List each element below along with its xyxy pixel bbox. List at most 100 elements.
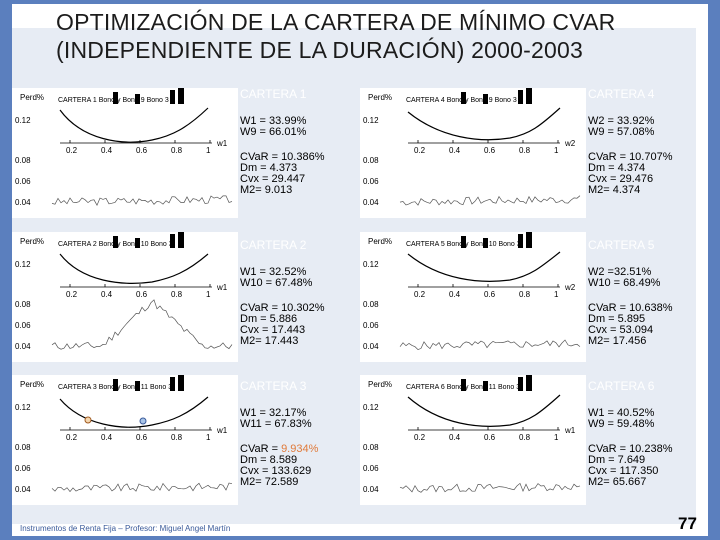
cartera-info: CARTERA 6 W1 = 40.52% W9 = 59.48% CVaR = 10…: [588, 380, 706, 488]
stat-value: Dm = 4.373: [240, 162, 298, 174]
cvar-line: CVaR = 10.707%: [588, 152, 706, 163]
x-tick-label: 0.8: [519, 290, 531, 299]
cvar-line: CVaR = 9.934%: [240, 444, 358, 455]
legend-swatch: [113, 236, 118, 248]
legend-text: CARTERA 4 Bono y Bono 9 Bono 3: [406, 97, 517, 104]
cartera-chart: Perd% CARTERA 1 Bono y Bono 9 Bono 3 0.12 0…: [12, 88, 238, 218]
cvar-value: 10.638%: [629, 302, 673, 314]
legend-text: CARTERA 5 Bono y Bono 10 Bono 3: [406, 241, 521, 248]
legend-swatch: [526, 88, 532, 104]
legend-swatch: [461, 236, 466, 248]
chart-legend: CARTERA 2 Bono y Bono 10 Bono 3: [58, 232, 184, 248]
loss-series: [51, 195, 233, 206]
x-tick-label: 0.8: [519, 433, 531, 442]
loss-series: [399, 482, 581, 493]
bottom-border: [0, 536, 720, 540]
stat-value: Cvx = 53.094: [588, 324, 654, 336]
cvar-value: 9.934%: [281, 443, 319, 455]
legend-swatch: [170, 90, 175, 104]
stat-value: Dm = 4.374: [588, 162, 646, 174]
page-number: 77: [678, 514, 697, 533]
x-tick-label: 0.4: [101, 433, 113, 442]
y-tick-label: 0.04: [363, 198, 379, 207]
x-tick-label: 1: [554, 290, 559, 299]
x-axis-label: w2: [564, 139, 576, 148]
loss-series: [399, 195, 581, 206]
y-tick-label: 0.04: [363, 485, 379, 494]
y-tick-label: 0.06: [15, 464, 31, 473]
legend-swatch: [178, 232, 184, 248]
cartera-info: CARTERA 3 W1 = 32.17% W11 = 67.83% CVaR = 9…: [240, 380, 358, 488]
cvar-line: CVaR = 10.638%: [588, 303, 706, 314]
y-tick-label: 0.12: [15, 403, 31, 412]
legend-text: CARTERA 6 Bono y Bono 11 Bono 3: [406, 384, 520, 391]
y-tick-label: 0.08: [363, 443, 379, 452]
stat-value: Cvx = 117.350: [588, 465, 659, 477]
legend-swatch: [170, 377, 175, 391]
cartera-chart: Perd% CARTERA 6 Bono y Bono 11 Bono 3 0.12…: [360, 375, 586, 505]
x-tick-label: 0.2: [66, 290, 78, 299]
y-axis-label: Perd%: [368, 380, 392, 389]
chart-svg: Perd% CARTERA 1 Bono y Bono 9 Bono 3 0.12 0…: [15, 88, 233, 207]
legend-swatch: [170, 234, 175, 248]
loss-curve: [407, 394, 561, 427]
weight-value: W10 = 68.49%: [588, 277, 661, 289]
chart-svg: Perd% CARTERA 3 Bono y Bono 11 Bono 3 0.12…: [15, 375, 233, 494]
chart-svg: Perd% CARTERA 6 Bono y Bono 11 Bono 3 0.12…: [363, 375, 581, 494]
stat-value: M2= 65.667: [588, 476, 647, 488]
y-axis-label: Perd%: [20, 93, 44, 102]
cvar-label: CVaR =: [588, 151, 630, 163]
chart-legend: CARTERA 3 Bono y Bono 11 Bono 3: [58, 375, 184, 391]
cartera-heading: CARTERA 3: [240, 379, 307, 393]
cvar-label: CVaR =: [240, 151, 282, 163]
cartera-chart: Perd% CARTERA 4 Bono y Bono 9 Bono 3 0.12 0…: [360, 88, 586, 218]
cartera-chart: Perd% CARTERA 3 Bono y Bono 11 Bono 3 0.12…: [12, 375, 238, 505]
cartera-info: CARTERA 1 W1 = 33.99% W9 = 66.01% CVaR = 10…: [240, 88, 358, 196]
legend-swatch: [518, 90, 523, 104]
cvar-line: CVaR = 10.238%: [588, 444, 706, 455]
stat-value: Dm = 5.895: [588, 313, 646, 325]
x-tick-label: 0.2: [414, 290, 426, 299]
cvar-label: CVaR =: [240, 302, 282, 314]
cartera-heading: CARTERA 2: [240, 238, 307, 252]
x-axis-label: w1: [216, 139, 228, 148]
y-tick-label: 0.06: [363, 177, 379, 186]
x-tick-label: 0.8: [171, 146, 183, 155]
y-tick-label: 0.06: [363, 321, 379, 330]
stat-value: Cvx = 17.443: [240, 324, 306, 336]
y-axis-label: Perd%: [20, 237, 44, 246]
stat-value: M2= 72.589: [240, 476, 299, 488]
stat-value: Dm = 7.649: [588, 454, 646, 466]
legend-text: CARTERA 2 Bono y Bono 10 Bono 3: [58, 241, 173, 248]
legend-text: CARTERA 1 Bono y Bono 9 Bono 3: [58, 97, 169, 104]
legend-swatch: [113, 379, 118, 391]
legend-swatch: [135, 381, 140, 391]
right-border: [708, 0, 720, 540]
x-tick-label: 0.6: [484, 433, 496, 442]
loss-series: [51, 299, 233, 350]
cvar-value: 10.707%: [629, 151, 673, 163]
legend-swatch: [135, 94, 140, 104]
x-tick-label: 0.8: [171, 290, 183, 299]
loss-curve: [59, 396, 209, 428]
legend-swatch: [483, 238, 488, 248]
cvar-label: CVaR =: [588, 302, 630, 314]
legend-swatch: [518, 234, 523, 248]
cvar-line: CVaR = 10.302%: [240, 303, 358, 314]
top-border: [0, 0, 720, 4]
y-tick-label: 0.04: [15, 342, 31, 351]
x-tick-label: 0.2: [414, 146, 426, 155]
cartera-heading: CARTERA 5: [588, 238, 655, 252]
x-tick-label: 0.4: [101, 290, 113, 299]
chart-legend: CARTERA 6 Bono y Bono 11 Bono 3: [406, 375, 532, 391]
legend-swatch: [113, 92, 118, 104]
y-tick-label: 0.12: [15, 116, 31, 125]
weight-value: W9 = 59.48%: [588, 418, 655, 430]
x-tick-label: 1: [554, 433, 559, 442]
chart-svg: Perd% CARTERA 4 Bono y Bono 9 Bono 3 0.12 0…: [363, 88, 581, 207]
weight-value: W11 = 67.83%: [240, 418, 312, 430]
x-tick-label: 1: [206, 290, 211, 299]
stat-value: M2= 17.456: [588, 335, 647, 347]
stat-value: Dm = 5.886: [240, 313, 298, 325]
cartera-chart: Perd% CARTERA 2 Bono y Bono 10 Bono 3 0.12…: [12, 232, 238, 362]
